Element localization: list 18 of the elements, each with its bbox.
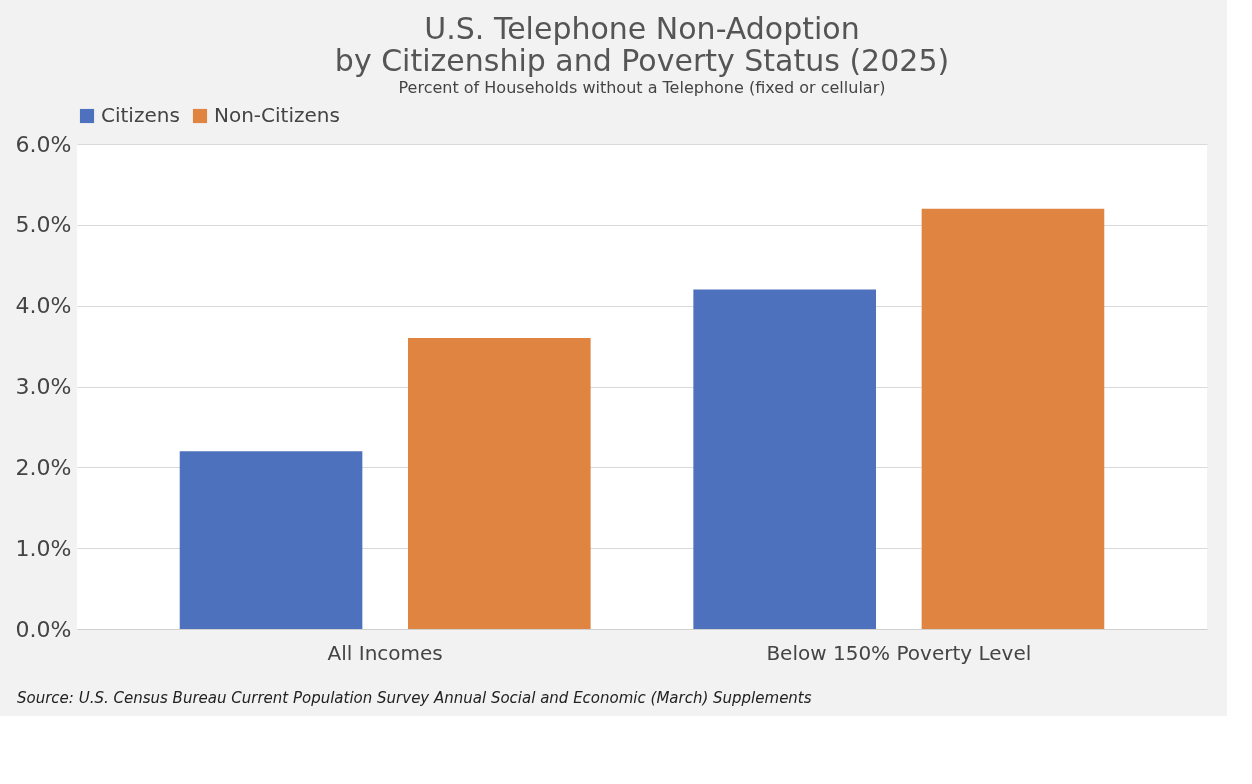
legend-label: Citizens	[101, 103, 180, 127]
y-tick-label: 4.0%	[15, 293, 72, 319]
bar	[179, 451, 363, 629]
x-tick-label: Below 150% Poverty Level	[766, 640, 1032, 665]
bar	[921, 208, 1105, 629]
legend-label: Non-Citizens	[214, 103, 340, 127]
bar	[408, 338, 591, 629]
y-tick-label: 3.0%	[15, 374, 72, 399]
x-tick-label: All Incomes	[327, 640, 443, 665]
bar	[693, 289, 876, 629]
y-tick-label: 2.0%	[15, 454, 72, 480]
chart-subtitle: Percent of Households without a Telephone (fixed or cellular)	[398, 78, 886, 97]
y-tick-label: 0.0%	[15, 616, 72, 642]
y-tick-label: 1.0%	[15, 535, 72, 561]
y-tick-label: 6.0%	[15, 131, 72, 157]
source-note: Source: U.S. Census Bureau Current Population Survey Annual Social and Economic (March) Supplements	[17, 689, 812, 707]
text: U.S. Telephone Non-Adoption	[424, 11, 860, 46]
y-tick-label: 5.0%	[15, 212, 72, 238]
